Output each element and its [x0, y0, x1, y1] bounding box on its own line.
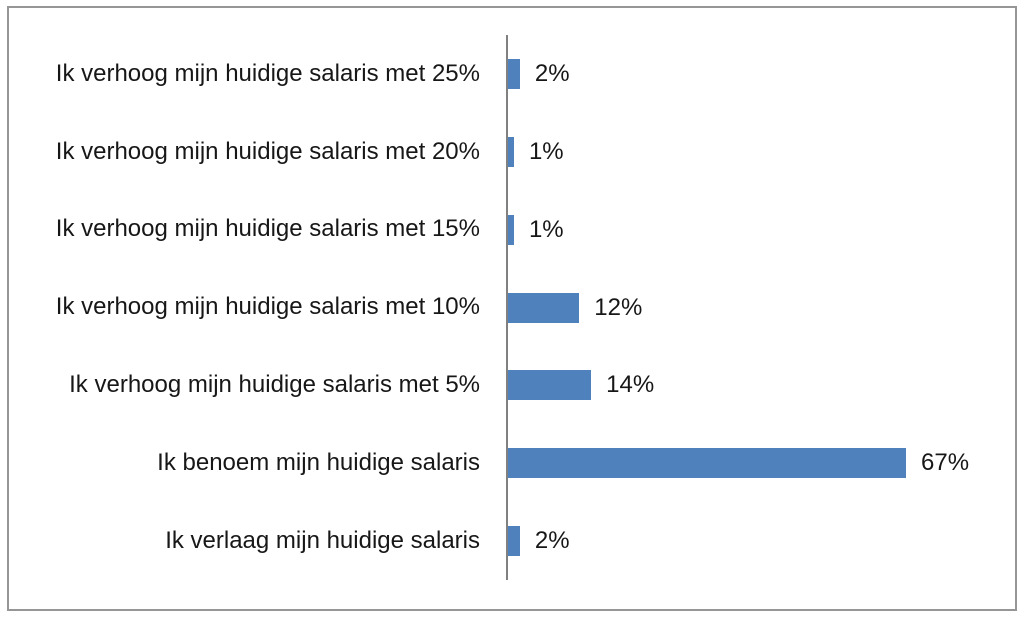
value-label: 2%	[534, 527, 570, 555]
value-label: 1%	[528, 137, 564, 165]
bar-track: 1%	[506, 112, 1013, 191]
bar	[508, 370, 592, 401]
value-label: 14%	[606, 371, 655, 399]
category-label: Ik verhoog mijn huidige salaris met 15%	[55, 215, 480, 243]
value-label: 12%	[594, 293, 643, 321]
bar-track: 14%	[506, 346, 1013, 425]
bar	[508, 214, 514, 245]
bar-track: 67%	[506, 424, 1013, 503]
category-label: Ik benoem mijn huidige salaris	[157, 449, 480, 477]
value-label: 2%	[534, 59, 570, 87]
bar-row: Ik verhoog mijn huidige salaris met 15% …	[9, 190, 1013, 269]
bar	[508, 136, 514, 167]
bar	[508, 58, 520, 89]
bar-track: 2%	[506, 35, 1013, 113]
bar	[508, 292, 580, 323]
bar-row: Ik benoem mijn huidige salaris 67%	[9, 424, 1013, 503]
bar	[508, 448, 907, 479]
value-label: 67%	[921, 449, 970, 477]
category-label: Ik verlaag mijn huidige salaris	[165, 526, 480, 554]
bar	[508, 526, 520, 557]
bar-row: Ik verhoog mijn huidige salaris met 5% 1…	[9, 346, 1013, 425]
category-label: Ik verhoog mijn huidige salaris met 20%	[55, 137, 480, 165]
chart-frame: Ik verhoog mijn huidige salaris met 25% …	[7, 6, 1017, 611]
bar-track: 12%	[506, 268, 1013, 347]
category-label: Ik verhoog mijn huidige salaris met 10%	[55, 293, 480, 321]
bar-row: Ik verhoog mijn huidige salaris met 25% …	[9, 35, 1013, 113]
bar-track: 1%	[506, 190, 1013, 269]
bar-row: Ik verlaag mijn huidige salaris 2%	[9, 502, 1013, 581]
bar-track: 2%	[506, 502, 1013, 581]
value-label: 1%	[528, 215, 564, 243]
bar-row: Ik verhoog mijn huidige salaris met 10% …	[9, 268, 1013, 347]
plot-area: Ik verhoog mijn huidige salaris met 25% …	[9, 35, 1013, 581]
category-label: Ik verhoog mijn huidige salaris met 25%	[55, 59, 480, 87]
bar-row: Ik verhoog mijn huidige salaris met 20% …	[9, 112, 1013, 191]
category-label: Ik verhoog mijn huidige salaris met 5%	[69, 371, 480, 399]
